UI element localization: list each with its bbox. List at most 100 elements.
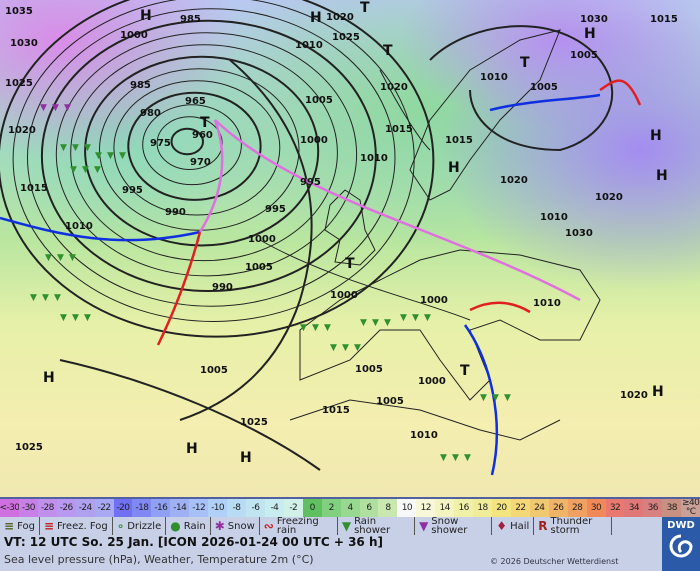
low-pressure-marker: T <box>383 43 393 59</box>
legend-item: ▼ Rain shower <box>338 517 416 535</box>
weather-symbol: ▼ <box>384 318 391 328</box>
legend-label: Freez. Fog <box>57 520 108 532</box>
scale-cell: 36 <box>643 499 663 517</box>
pressure-label: 1005 <box>570 50 598 61</box>
weather-map: 1035 1030 1025 1020 1015 1000 985 985 980 975 970 9… <box>0 0 700 497</box>
isobar <box>99 68 300 231</box>
low-pressure-marker: T <box>460 363 470 379</box>
legend-label: Fog <box>17 520 35 532</box>
map-overlay: 1035 1030 1025 1020 1015 1000 985 985 980 975 970 9… <box>0 0 678 476</box>
high-pressure-marker: H <box>186 441 198 457</box>
pressure-label: 1025 <box>15 442 43 453</box>
high-pressure-marker: H <box>652 384 664 400</box>
weather-symbol: ▼ <box>107 151 114 161</box>
scale-cell: -6 <box>245 499 265 517</box>
dwd-logo: DWD <box>662 517 700 571</box>
high-pressure-marker: H <box>584 26 596 42</box>
valid-time: VT: 12 UTC So. 25 Jan. [ICON 2026-01-24 … <box>4 535 383 549</box>
pressure-label: 1005 <box>530 82 558 93</box>
weather-symbol: ▼ <box>119 151 126 161</box>
weather-symbol: ▼ <box>452 453 459 463</box>
copyright: © 2026 Deutscher Wetterdienst <box>490 557 619 566</box>
scale-cell: 16 <box>454 499 474 517</box>
pressure-label: 1030 <box>10 38 38 49</box>
weather-symbol: ▼ <box>330 343 337 353</box>
cold-front <box>0 216 201 242</box>
legend-item: ♦ Hail <box>492 517 535 535</box>
pressure-label: 985 <box>180 14 201 25</box>
weather-symbol: ▼ <box>60 313 67 323</box>
isobar <box>27 8 396 307</box>
weather-symbol: ▼ <box>354 343 361 353</box>
scale-cell: 26 <box>548 499 568 517</box>
thunderstorm-icon: R <box>538 518 548 533</box>
coastline-europe <box>299 249 601 401</box>
scale-cell: 20 <box>491 499 511 517</box>
weather-symbol: ▼ <box>360 318 367 328</box>
pressure-label: 1005 <box>200 365 228 376</box>
weather-symbol: ▼ <box>57 253 64 263</box>
weather-legend: ≡ Fog ≡ Freez. Fog ∘ Drizzle ● Rain ✱ Snow ∾ Freezi… <box>0 517 662 535</box>
weather-symbol: ▼ <box>84 143 91 153</box>
high-pressure-marker: H <box>656 168 668 184</box>
legend-label: Rain shower <box>354 517 391 535</box>
legend-item: ≡ Freez. Fog <box>40 517 113 535</box>
legend-item: ≡ Fog <box>0 517 40 535</box>
coastline-africa <box>289 399 561 441</box>
pressure-label: 970 <box>190 157 211 168</box>
low-pressure-marker: T <box>360 0 370 16</box>
scale-cell: 12 <box>416 499 436 517</box>
weather-symbol: ▼ <box>30 293 37 303</box>
isobar <box>259 239 471 321</box>
isobar <box>142 104 242 186</box>
scale-cell: -22 <box>94 499 114 517</box>
pressure-label: 1010 <box>480 72 508 83</box>
scale-cell: 10 <box>397 499 417 517</box>
weather-symbol: ▼ <box>70 165 77 175</box>
pressure-label: 990 <box>212 282 233 293</box>
scale-cell: 30 <box>586 499 606 517</box>
weather-symbol: ▼ <box>312 323 319 333</box>
freezing-fog-icon: ≡ <box>43 518 54 533</box>
rain-icon: ● <box>170 518 181 533</box>
pressure-label: 1030 <box>580 14 608 25</box>
map-subtitle: Sea level pressure (hPa), Weather, Tempe… <box>4 553 314 566</box>
isobar <box>40 19 377 293</box>
scale-cell: -2 <box>283 499 303 517</box>
scale-cell: 38 <box>662 499 682 517</box>
scale-cell: -10 <box>208 499 228 517</box>
scale-cell: -16 <box>151 499 171 517</box>
scale-cell: ≥40 °C <box>681 499 700 517</box>
scale-cell: -18 <box>132 499 152 517</box>
weather-symbol: ▼ <box>54 293 61 303</box>
scale-cell: 14 <box>435 499 455 517</box>
legend-item: R Thunder storm <box>534 517 612 535</box>
high-pressure-marker: H <box>43 370 55 386</box>
legend-label: Rain <box>183 520 206 532</box>
fog-icon: ≡ <box>4 518 15 533</box>
low-pressure-marker: T <box>520 55 530 71</box>
scale-cell: 34 <box>624 499 644 517</box>
scale-cell: -12 <box>189 499 209 517</box>
isobar <box>12 0 415 322</box>
isobar <box>179 59 313 421</box>
isobar <box>429 25 614 152</box>
legend-label: Hail <box>510 520 530 532</box>
weather-symbol: ▼ <box>324 323 331 333</box>
pressure-label: 1000 <box>420 295 448 306</box>
scale-cell: 2 <box>321 499 341 517</box>
weather-symbol: ▼ <box>300 323 307 333</box>
pressure-label: 1025 <box>5 78 33 89</box>
weather-symbol: ▼ <box>412 313 419 323</box>
weather-symbol: ▼ <box>72 313 79 323</box>
pressure-label: 995 <box>300 177 321 188</box>
legend-label: Snow <box>227 520 255 532</box>
weather-symbol: ▼ <box>60 143 67 153</box>
pressure-label: 1020 <box>8 125 36 136</box>
isobar <box>84 55 320 247</box>
weather-symbol: ▼ <box>440 453 447 463</box>
weather-symbol: ▼ <box>480 393 487 403</box>
warm-front-italy <box>469 301 531 314</box>
weather-symbol: ▼ <box>95 151 102 161</box>
pressure-label: 1010 <box>533 298 561 309</box>
